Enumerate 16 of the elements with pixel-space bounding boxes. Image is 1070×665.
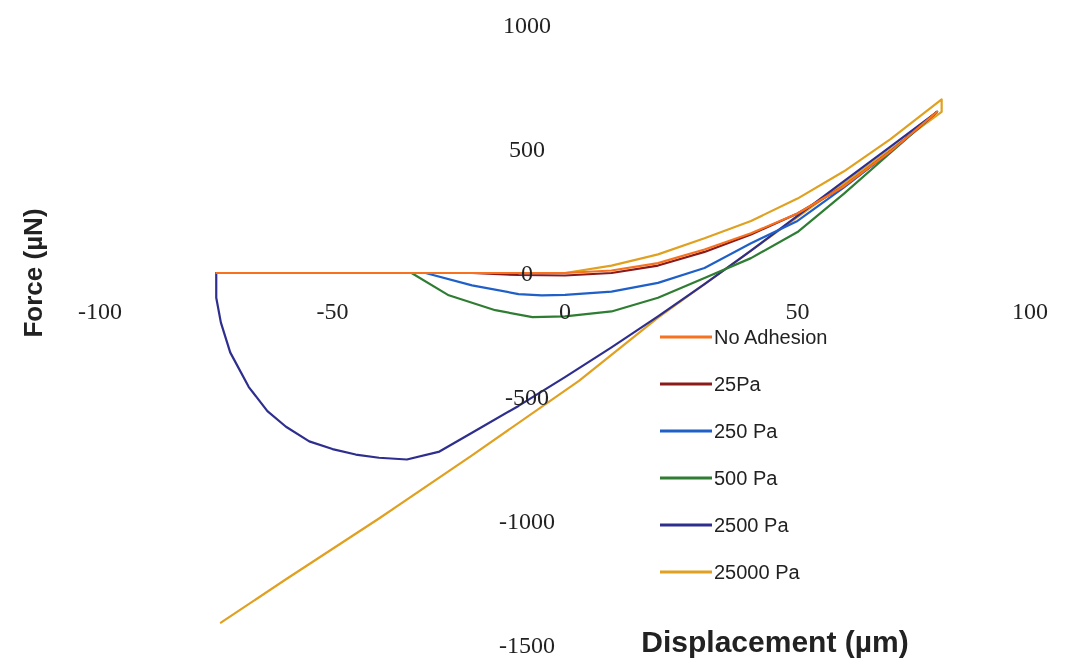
legend-label: 25Pa (714, 373, 762, 395)
x-tick-label: -100 (78, 298, 122, 324)
x-tick-label: 50 (785, 298, 810, 324)
y-tick-label: -1500 (499, 632, 555, 658)
x-axis-title: Displacement (µm) (641, 624, 909, 658)
legend-label: No Adhesion (714, 326, 828, 348)
legend-label: 2500 Pa (714, 514, 790, 536)
x-tick-label: 100 (1012, 298, 1048, 324)
y-tick-label: 500 (509, 136, 545, 162)
legend-label: 25000 Pa (714, 561, 801, 583)
y-tick-label: -1000 (499, 508, 555, 534)
legend-label: 250 Pa (714, 420, 779, 442)
x-tick-label: -50 (316, 298, 349, 324)
y-axis-title: Force (µN) (18, 208, 48, 338)
legend-label: 500 Pa (714, 467, 779, 489)
y-tick-label: 1000 (503, 12, 551, 38)
